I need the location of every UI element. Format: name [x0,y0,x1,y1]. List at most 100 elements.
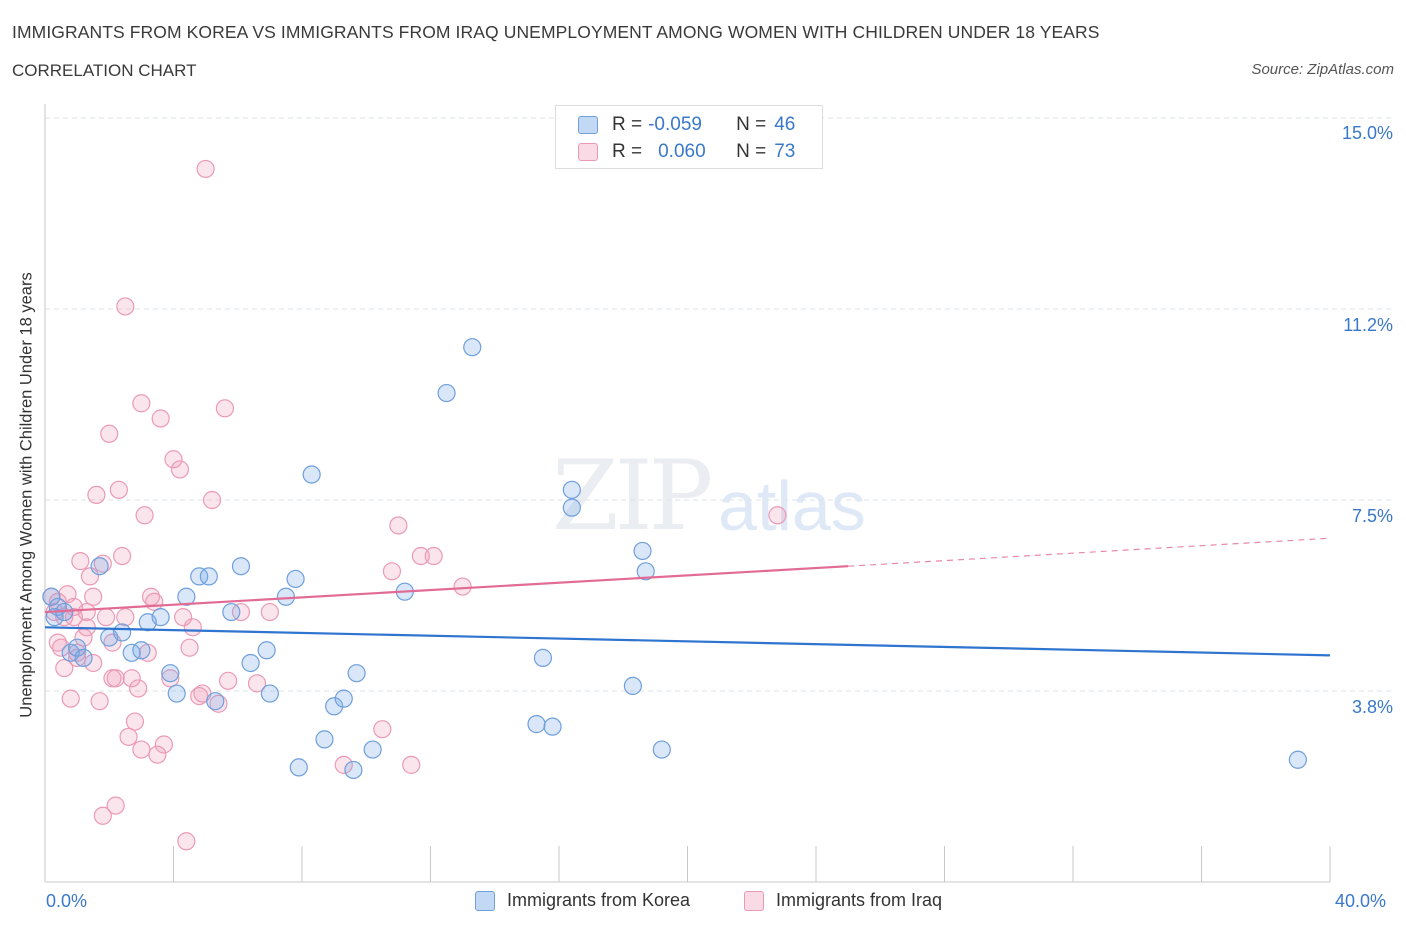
iraq-point-66 [141,587,161,606]
iraq-n-label: N = [736,141,767,162]
korea-point-15 [167,684,186,703]
iraq-point-28 [132,394,151,413]
korea-point-6 [74,648,93,667]
stats-legend: R = -0.059 N = 46 R = 0.060 N = 73 [555,105,823,169]
korea-point-28 [302,465,321,484]
chart-subtitle: CORRELATION CHART [12,61,197,80]
korea-point-16 [177,587,196,606]
iraq-r-value: 0.060 [658,141,706,162]
korea-point-26 [286,569,305,589]
korea-r-label: R = [612,114,643,135]
iraq-point-47 [231,602,251,622]
korea-point-30 [325,697,344,716]
iraq-point-34 [154,735,173,754]
iraq-point-44 [209,694,228,713]
iraq-point-63 [106,796,125,815]
iraq-r-label: R = [612,141,643,162]
iraq-point-23 [116,297,135,316]
iraq-point-13 [84,587,103,606]
korea-point-21 [231,557,251,576]
axes [44,104,1331,883]
bottom-legend-iraq: Immigrants from Iraq [744,890,942,911]
korea-point-13 [151,608,170,627]
korea-point-20 [222,602,241,622]
iraq-point-71 [64,608,84,627]
iraq-point-18 [100,424,119,443]
korea-point-23 [257,641,276,660]
korea-point-29 [315,730,334,749]
iraq-point-20 [106,669,125,688]
watermark-zip: ZIP [552,440,713,552]
y-tick-label-7-5: 7.5% [1351,506,1393,526]
iraq-point-6 [61,689,80,708]
korea-trend-line [44,626,1331,657]
iraq-point-25 [122,669,141,688]
iraq-point-33 [151,409,170,428]
korea-point-14 [161,664,180,683]
korea-point-1 [45,608,64,627]
bottom-legend-korea: Immigrants from Korea [475,890,690,911]
iraq-point-65 [132,740,151,759]
iraq-point-29 [135,506,154,525]
chart-title: IMMIGRANTS FROM KOREA VS IMMIGRANTS FROM… [12,22,1100,42]
bottom-korea-label: Immigrants from Korea [507,890,691,910]
iraq-point-52 [382,562,402,581]
series-iraq-points [42,159,787,851]
korea-point-31 [334,689,353,708]
iraq-point-53 [389,516,408,535]
korea-n-label: N = [736,114,767,135]
iraq-point-46 [219,671,238,690]
iraq-point-45 [215,399,234,418]
iraq-point-41 [190,686,209,706]
y-tick-label-11-2: 11.2% [1343,315,1393,335]
korea-point-39 [533,648,553,667]
x-axis-min-label: 0.0% [46,891,88,911]
korea-point-0 [42,587,61,606]
iraq-point-36 [164,450,183,469]
korea-n-value: 46 [774,114,796,135]
legend-row-korea: R = -0.059 N = 46 [578,113,795,137]
iraq-point-9 [71,552,90,571]
iraq-point-22 [112,546,132,566]
korea-point-24 [260,684,279,703]
korea-point-19 [206,692,225,711]
korea-point-22 [241,653,260,673]
iraq-point-54 [402,755,421,774]
bottom-korea-swatch [475,890,495,911]
iraq-point-60 [55,658,74,678]
korea-point-18 [199,567,218,586]
iraq-point-37 [170,460,190,479]
iraq-point-50 [334,755,353,774]
iraq-point-3 [51,638,71,657]
iraq-point-24 [119,727,138,746]
iraq-point-49 [260,602,279,622]
korea-point-37 [463,338,482,357]
iraq-point-16 [93,554,112,573]
watermark-atlas: atlas [718,467,866,545]
korea-point-25 [276,587,296,606]
x-axis-max-label: 40.0% [1335,891,1387,911]
korea-point-32 [344,760,363,780]
iraq-point-42 [196,159,215,179]
korea-point-42 [562,498,581,517]
legend-row-iraq: R = 0.060 N = 73 [578,140,795,164]
iraq-point-40 [183,618,202,637]
korea-point-38 [527,715,546,734]
iraq-point-17 [96,608,116,627]
iraq-point-55 [411,546,430,566]
korea-point-34 [363,740,382,759]
iraq-point-21 [109,480,128,499]
iraq-point-67 [177,832,196,851]
iraq-point-14 [87,485,106,505]
iraq-point-51 [373,720,392,739]
korea-point-40 [543,717,562,736]
iraq-swatch [578,143,598,161]
korea-point-45 [636,562,655,581]
korea-point-7 [90,557,109,576]
y-tick-label-3-8: 3.8% [1351,697,1393,717]
bottom-iraq-label: Immigrants from Iraq [776,890,943,910]
iraq-point-15 [90,692,109,711]
iraq-point-72 [84,653,103,673]
korea-point-33 [347,664,366,683]
trend-lines [44,537,1331,657]
